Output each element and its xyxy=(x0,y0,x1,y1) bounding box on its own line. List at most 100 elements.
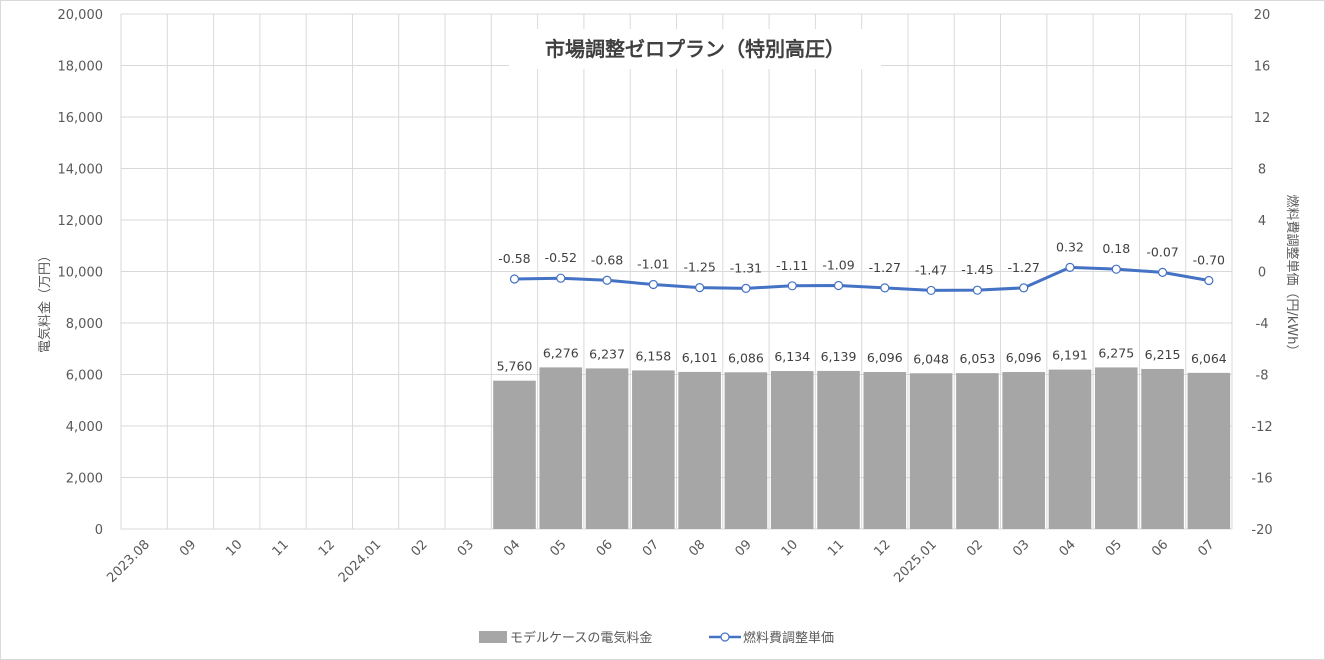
line-point xyxy=(833,280,844,291)
bar xyxy=(863,372,907,529)
bar xyxy=(1048,369,1092,529)
x-tick-label: 10 xyxy=(779,537,801,559)
bar xyxy=(493,380,536,529)
line-point xyxy=(695,282,705,293)
y-tick-label: 16,000 xyxy=(58,111,104,126)
x-tick-label: 03 xyxy=(1010,537,1032,559)
bar-value-label: 6,215 xyxy=(1145,347,1181,362)
legend-line-marker xyxy=(720,632,730,642)
y2-tick-label: 12 xyxy=(1254,111,1271,126)
x-tick-label: 11 xyxy=(270,537,292,559)
bar xyxy=(1187,372,1231,529)
x-tick-label: 02 xyxy=(964,537,986,559)
x-tick-label: 10 xyxy=(223,537,245,559)
y-tick-label: 14,000 xyxy=(58,163,104,178)
bar-value-label: 6,101 xyxy=(682,350,718,365)
line-value-label: -0.68 xyxy=(591,252,623,267)
y2-tick-label: 20 xyxy=(1254,8,1271,23)
line-point xyxy=(1019,283,1029,293)
bar-value-label: 6,139 xyxy=(821,349,857,364)
line-point xyxy=(556,273,566,283)
line-value-label: -1.47 xyxy=(915,262,947,277)
line-path xyxy=(514,265,1210,292)
chart-title-box: 市場調整ゼロプラン（特別高圧） xyxy=(509,29,881,69)
legend-label-bar: モデルケースの電気料金 xyxy=(510,630,652,646)
line-point xyxy=(509,274,520,284)
x-tick-label: 12 xyxy=(871,537,893,559)
x-tick-label: 09 xyxy=(177,537,199,559)
bar-value-label: 6,053 xyxy=(959,351,995,366)
line-value-label: -1.27 xyxy=(869,260,901,275)
x-tick-label: 2023.08 xyxy=(104,537,153,586)
bar-value-label: 6,086 xyxy=(728,350,764,365)
y-tick-label: 12,000 xyxy=(58,214,104,229)
line-value-label: -1.25 xyxy=(683,260,715,275)
line-value-label: -1.27 xyxy=(1008,260,1040,275)
data-labels: 5,760 6,276 6,237 6,158 6,101 6,086 6,134 6,139… xyxy=(497,239,1227,373)
line-value-label: -0.07 xyxy=(1146,244,1178,259)
line-point xyxy=(787,281,797,291)
x-tick-label: 02 xyxy=(408,537,430,559)
y-tick-label: 2,000 xyxy=(66,472,103,487)
bar-value-label: 6,134 xyxy=(774,349,810,364)
y2-tick-label: -8 xyxy=(1256,369,1269,384)
line-point xyxy=(972,285,982,295)
bar xyxy=(1094,367,1138,529)
line-value-label: -0.58 xyxy=(498,251,530,266)
bar-value-label: 6,158 xyxy=(635,348,671,363)
y-tick-label: 6,000 xyxy=(66,369,103,384)
y2-tick-label: -20 xyxy=(1251,523,1272,538)
x-tick-label: 09 xyxy=(732,537,754,559)
bar-value-label: 6,275 xyxy=(1098,345,1134,360)
line-value-label: -0.52 xyxy=(545,250,577,265)
bar xyxy=(539,367,583,529)
bar xyxy=(909,373,953,529)
y-tick-label: 20,000 xyxy=(58,8,104,23)
x-tick-label: 2024.01 xyxy=(336,537,385,586)
right-axis-title: 燃料費調整単価（円/kWh） xyxy=(1284,194,1300,357)
bar xyxy=(632,370,675,529)
legend-label-line: 燃料費調整単価 xyxy=(743,630,834,646)
line-point xyxy=(1111,264,1121,274)
x-tick-label: 07 xyxy=(640,537,662,559)
y2-tick-label: -12 xyxy=(1251,420,1272,435)
gridlines xyxy=(120,13,1233,530)
line-point xyxy=(1204,275,1214,286)
bar xyxy=(817,370,860,529)
bar xyxy=(1141,368,1184,529)
line-value-label: -1.45 xyxy=(961,262,993,277)
y-tick-label: 8,000 xyxy=(66,317,103,332)
y-tick-label: 4,000 xyxy=(66,420,103,435)
bar-value-label: 6,096 xyxy=(1006,350,1042,365)
line-value-label: -1.01 xyxy=(637,257,669,272)
x-tick-label: 04 xyxy=(1057,537,1079,559)
x-tick-label: 04 xyxy=(501,537,523,559)
left-axis-ticks: 0 2,000 4,000 6,000 8,000 10,000 12,000 14,000 1… xyxy=(58,8,104,538)
line-point xyxy=(741,283,751,293)
bar-value-label: 6,048 xyxy=(913,351,949,366)
y2-tick-label: 0 xyxy=(1258,266,1266,281)
bar xyxy=(770,371,814,529)
y-tick-label: 10,000 xyxy=(58,266,104,281)
legend: モデルケースの電気料金 燃料費調整単価 xyxy=(479,630,834,646)
bar xyxy=(585,368,629,529)
bar-value-label: 6,237 xyxy=(589,346,625,361)
line-value-label: -1.09 xyxy=(822,258,854,273)
line-value-label: -0.70 xyxy=(1193,253,1225,268)
bar xyxy=(956,373,999,529)
line-value-label: 0.32 xyxy=(1056,239,1084,254)
y2-tick-label: -16 xyxy=(1251,472,1272,487)
legend-bar-swatch xyxy=(479,631,507,643)
line-value-label: -1.11 xyxy=(776,258,808,273)
bar-value-label: 6,276 xyxy=(543,345,579,360)
y-tick-label: 18,000 xyxy=(58,60,104,75)
x-tick-label: 03 xyxy=(455,537,477,559)
line-point xyxy=(1065,262,1075,272)
bar xyxy=(1002,372,1045,529)
bar-value-label: 6,096 xyxy=(867,350,903,365)
line-point xyxy=(1157,267,1168,278)
bar-value-label: 6,064 xyxy=(1191,351,1227,366)
right-axis-ticks: -20 -16 -12 -8 -4 0 4 8 12 16 20 xyxy=(1251,8,1272,538)
